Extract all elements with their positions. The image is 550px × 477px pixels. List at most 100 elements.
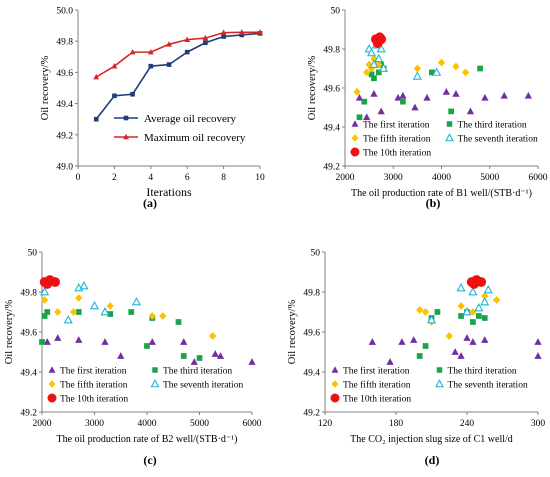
legend-entry: The 10th iteration: [47, 393, 128, 405]
y-tick-label: 49.8: [20, 289, 37, 299]
data-point: [412, 71, 422, 80]
y-tick-label: 50: [28, 249, 38, 259]
y-tick-label: 49.4: [323, 124, 340, 134]
data-point: [202, 34, 209, 41]
data-point: [416, 353, 423, 359]
data-point: [147, 48, 154, 55]
data-point: [377, 107, 385, 115]
y-axis-label: Oil recovery/%: [307, 56, 318, 121]
data-point: [492, 296, 501, 304]
data-point: [238, 29, 245, 35]
x-tick-label: 2000: [33, 419, 52, 429]
legend-label: The fifth iteration: [60, 380, 128, 391]
legend-marker: [436, 367, 443, 373]
data-point: [411, 103, 419, 111]
data-point: [159, 312, 167, 320]
data-point: [524, 91, 532, 99]
legend-label: Average oil recovery: [144, 113, 237, 125]
data-point: [148, 312, 156, 320]
data-point: [399, 91, 407, 99]
y-tick-label: 50: [331, 7, 341, 17]
data-point: [130, 91, 135, 97]
data-point: [111, 63, 118, 69]
data-point: [428, 69, 435, 76]
legend-marker: [445, 133, 454, 142]
data-point: [481, 93, 489, 101]
legend-marker: [331, 366, 339, 373]
legend-entry: The 10th iteration: [330, 393, 411, 405]
series-the-seventh-iteration: [426, 282, 493, 324]
data-point: [474, 302, 484, 312]
chart-panel-a: 0 2 4 6 8 10 49.0 49.2 49.4 49.6 49.8 50.0 Iteration…: [40, 7, 265, 211]
legend-label: The third iteration: [448, 367, 517, 377]
data-point: [128, 309, 135, 315]
data-point: [44, 309, 51, 315]
data-point: [93, 116, 99, 122]
data-point: [180, 353, 187, 359]
series-the-third-iteration: [416, 309, 488, 359]
data-point: [257, 29, 263, 35]
legend-label: The first iteration: [343, 366, 410, 377]
legend-marker: [350, 147, 360, 157]
panel-label: (a): [143, 196, 157, 210]
data-point: [434, 309, 441, 315]
legend-marker: [48, 366, 56, 373]
data-point: [469, 338, 477, 345]
legend-marker: [330, 393, 340, 403]
legend-entry: The first iteration: [48, 366, 127, 377]
data-point: [203, 40, 208, 46]
data-point: [166, 62, 172, 67]
legend-label: The 10th iteration: [343, 395, 411, 405]
series-average-oil-recovery: [93, 31, 263, 122]
data-point: [369, 59, 379, 69]
data-point: [468, 286, 478, 296]
data-point: [432, 67, 442, 76]
legend-label: Maximum oil recovery: [144, 132, 246, 144]
x-axis-label: The oil production rate of B1 well/(STB·…: [351, 188, 532, 199]
legend-marker: [351, 120, 359, 127]
y-tick-label: 49.2: [56, 131, 73, 141]
data-point: [456, 282, 466, 292]
x-tick-label: 10: [255, 173, 265, 183]
x-tick-label: 2000: [336, 173, 355, 183]
legend-entry: The first iteration: [351, 120, 430, 131]
legend-marker: [435, 379, 444, 388]
y-tick-label: 49.8: [303, 289, 320, 299]
data-point: [175, 319, 182, 325]
x-tick-label: 4000: [432, 173, 451, 183]
data-point: [75, 294, 83, 302]
legend-entry: The first iteration: [331, 366, 410, 377]
series-the-10th-iteration: [466, 275, 487, 289]
y-tick-label: 50: [311, 249, 321, 259]
x-tick-label: 6000: [529, 173, 548, 183]
data-point: [184, 36, 191, 42]
data-point: [477, 65, 483, 72]
data-point: [413, 64, 422, 73]
data-point: [379, 63, 389, 72]
chart-panel-d: 120 180 240 300 49.2 49.4 49.6 49.8 50 The CO₂ in…: [287, 249, 545, 468]
data-point: [220, 29, 227, 35]
data-point: [451, 348, 459, 355]
y-tick-label: 49.6: [20, 329, 37, 339]
data-point: [363, 68, 371, 77]
series-line: [95, 32, 261, 120]
data-point: [457, 302, 465, 310]
data-point: [41, 313, 48, 319]
legend-marker: [47, 393, 57, 403]
data-point: [371, 75, 377, 82]
data-point: [448, 108, 455, 115]
legend-entry: The third iteration: [152, 367, 232, 377]
data-point: [481, 292, 489, 300]
x-tick-label: 2: [112, 173, 117, 183]
data-point: [421, 308, 430, 316]
legend-label: The seventh iteration: [448, 381, 528, 391]
legend-entry: The third iteration: [436, 367, 517, 377]
data-point: [475, 313, 482, 319]
series-maximum-oil-recovery: [93, 29, 263, 80]
data-point: [481, 336, 489, 343]
data-point: [376, 43, 386, 53]
data-point: [375, 69, 382, 76]
x-tick-label: 300: [531, 419, 546, 429]
data-point: [423, 93, 431, 101]
